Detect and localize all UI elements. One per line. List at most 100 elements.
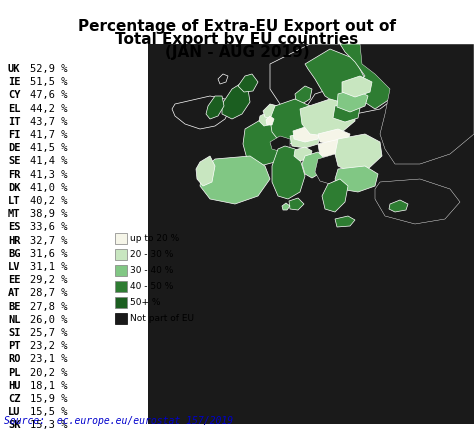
Polygon shape xyxy=(222,84,250,119)
FancyBboxPatch shape xyxy=(115,297,127,308)
Text: 15,3 %: 15,3 % xyxy=(30,421,67,431)
Text: 33,6 %: 33,6 % xyxy=(30,222,67,232)
Polygon shape xyxy=(272,146,305,199)
Polygon shape xyxy=(290,132,320,148)
Polygon shape xyxy=(282,203,290,210)
Polygon shape xyxy=(318,129,350,144)
Text: 40 - 50 %: 40 - 50 % xyxy=(130,282,173,291)
Text: IT: IT xyxy=(8,117,20,127)
Polygon shape xyxy=(335,134,382,172)
Text: SI: SI xyxy=(8,328,20,338)
Text: IE: IE xyxy=(8,77,20,87)
Text: (JAN - AUG 2019): (JAN - AUG 2019) xyxy=(164,45,310,60)
Text: Total Export by EU countries: Total Export by EU countries xyxy=(115,32,359,47)
Text: EL: EL xyxy=(8,104,20,114)
Polygon shape xyxy=(238,74,258,92)
Text: Not part of EU: Not part of EU xyxy=(130,314,194,323)
Text: NL: NL xyxy=(8,315,20,325)
Polygon shape xyxy=(315,154,345,184)
Polygon shape xyxy=(305,49,365,106)
Text: CY: CY xyxy=(8,90,20,100)
Text: 41,4 %: 41,4 % xyxy=(30,156,67,166)
Polygon shape xyxy=(389,200,408,212)
Text: 31,6 %: 31,6 % xyxy=(30,249,67,259)
Polygon shape xyxy=(293,126,320,142)
Text: 28,7 %: 28,7 % xyxy=(30,289,67,299)
Text: FR: FR xyxy=(8,170,20,180)
Text: 41,0 %: 41,0 % xyxy=(30,183,67,193)
Text: SK: SK xyxy=(8,421,20,431)
Polygon shape xyxy=(337,89,368,112)
FancyBboxPatch shape xyxy=(115,281,127,292)
Text: 20 - 30 %: 20 - 30 % xyxy=(130,250,173,259)
Text: 41,3 %: 41,3 % xyxy=(30,170,67,180)
Text: ES: ES xyxy=(8,222,20,232)
Polygon shape xyxy=(263,104,278,119)
Text: AT: AT xyxy=(8,289,20,299)
Text: 25,7 %: 25,7 % xyxy=(30,328,67,338)
Text: LU: LU xyxy=(8,407,20,417)
Polygon shape xyxy=(270,44,410,114)
Polygon shape xyxy=(335,216,355,227)
Text: RO: RO xyxy=(8,355,20,365)
Polygon shape xyxy=(243,119,290,166)
Text: 29,2 %: 29,2 % xyxy=(30,275,67,285)
Polygon shape xyxy=(294,147,312,161)
Polygon shape xyxy=(289,198,304,210)
Text: 44,2 %: 44,2 % xyxy=(30,104,67,114)
Text: 47,6 %: 47,6 % xyxy=(30,90,67,100)
Text: 23,1 %: 23,1 % xyxy=(30,355,67,365)
Text: CZ: CZ xyxy=(8,394,20,404)
Polygon shape xyxy=(375,179,460,224)
Text: LT: LT xyxy=(8,196,20,206)
Text: MT: MT xyxy=(8,209,20,219)
Text: 26,0 %: 26,0 % xyxy=(30,315,67,325)
Polygon shape xyxy=(302,152,325,178)
Polygon shape xyxy=(266,116,274,125)
Polygon shape xyxy=(300,99,355,136)
Polygon shape xyxy=(322,179,348,212)
Text: PT: PT xyxy=(8,341,20,351)
Text: 50+ %: 50+ % xyxy=(130,298,161,307)
Text: 15,5 %: 15,5 % xyxy=(30,407,67,417)
Text: 15,9 %: 15,9 % xyxy=(30,394,67,404)
Text: UK: UK xyxy=(8,64,20,74)
Text: 30 - 40 %: 30 - 40 % xyxy=(130,266,173,275)
Text: up to 20 %: up to 20 % xyxy=(130,234,179,243)
Polygon shape xyxy=(200,156,270,204)
Text: 23,2 %: 23,2 % xyxy=(30,341,67,351)
Polygon shape xyxy=(172,96,230,129)
Text: DK: DK xyxy=(8,183,20,193)
Text: SE: SE xyxy=(8,156,20,166)
Polygon shape xyxy=(318,139,355,159)
Text: BG: BG xyxy=(8,249,20,259)
Polygon shape xyxy=(333,102,360,122)
FancyBboxPatch shape xyxy=(115,313,127,324)
Text: Source:  ec.europe.eu/eurostat 157/2019: Source: ec.europe.eu/eurostat 157/2019 xyxy=(4,416,233,426)
Polygon shape xyxy=(148,254,474,424)
Text: 41,7 %: 41,7 % xyxy=(30,130,67,140)
Text: LV: LV xyxy=(8,262,20,272)
Polygon shape xyxy=(295,86,312,104)
Text: HU: HU xyxy=(8,381,20,391)
Polygon shape xyxy=(270,136,290,152)
Text: HR: HR xyxy=(8,236,20,246)
Text: 40,2 %: 40,2 % xyxy=(30,196,67,206)
FancyBboxPatch shape xyxy=(115,265,127,276)
Text: 27,8 %: 27,8 % xyxy=(30,302,67,312)
Text: FI: FI xyxy=(8,130,20,140)
Text: 52,9 %: 52,9 % xyxy=(30,64,67,74)
Text: PL: PL xyxy=(8,368,20,378)
Text: 43,7 %: 43,7 % xyxy=(30,117,67,127)
Text: 20,2 %: 20,2 % xyxy=(30,368,67,378)
Text: 32,7 %: 32,7 % xyxy=(30,236,67,246)
FancyBboxPatch shape xyxy=(115,249,127,260)
Polygon shape xyxy=(360,44,474,164)
Polygon shape xyxy=(340,44,405,109)
Text: 41,5 %: 41,5 % xyxy=(30,143,67,153)
Text: 51,5 %: 51,5 % xyxy=(30,77,67,87)
FancyBboxPatch shape xyxy=(115,233,127,244)
FancyBboxPatch shape xyxy=(148,44,474,424)
Polygon shape xyxy=(206,96,224,119)
Polygon shape xyxy=(259,112,274,126)
